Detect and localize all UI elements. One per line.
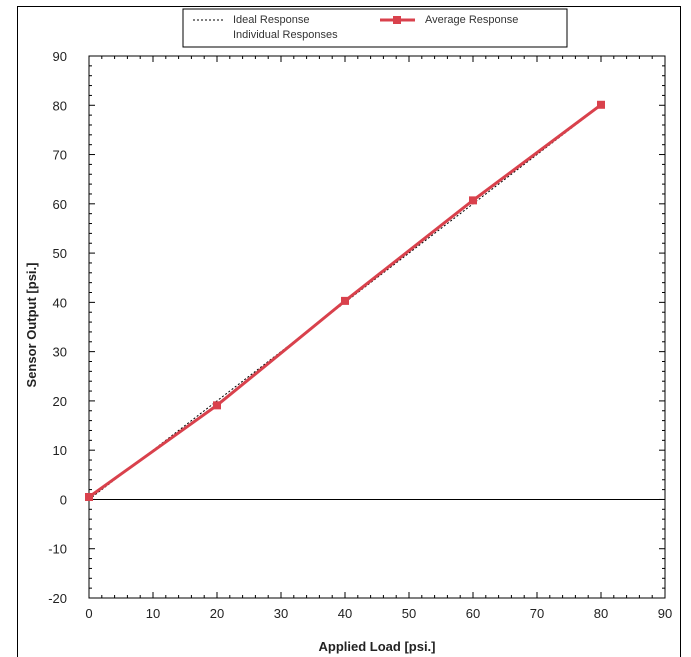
y-axis-title: Sensor Output [psi.] [24,263,39,388]
x-tick-label: 20 [210,606,224,621]
y-tick-label: -20 [48,591,67,606]
legend-ideal-label: Ideal Response [233,14,309,26]
y-tick-label: 90 [53,49,67,64]
x-tick-label: 40 [338,606,352,621]
average-response-marker [341,296,349,305]
x-tick-label: 50 [402,606,416,621]
chart-frame [17,6,681,657]
x-tick-label: 0 [85,606,92,621]
y-tick-label: 60 [53,197,67,212]
plot-area [88,55,666,599]
y-tick-label: 50 [53,246,67,261]
x-tick-label: 70 [530,606,544,621]
average-response-marker [597,100,605,109]
y-tick-label: -10 [48,542,67,557]
legend-individual-label: Individual Responses [233,29,338,41]
legend-box [182,8,568,48]
average-response-marker [469,196,477,205]
x-tick-label: 80 [594,606,608,621]
legend-average-label: Average Response [425,14,518,26]
legend-average-marker [393,16,401,24]
average-response-marker [213,401,221,410]
y-tick-label: 80 [53,98,67,113]
y-tick-label: 30 [53,345,67,360]
y-tick-label: 10 [53,443,67,458]
x-tick-label: 60 [466,606,480,621]
x-tick-label: 10 [146,606,160,621]
x-tick-label: 30 [274,606,288,621]
y-tick-label: 40 [53,295,67,310]
x-axis-title: Applied Load [psi.] [319,639,436,654]
y-tick-label: 0 [60,492,67,507]
average-response-marker [85,492,93,501]
y-tick-label: 70 [53,148,67,163]
y-tick-label: 20 [53,394,67,409]
legend: Ideal Response Individual Responses Aver… [182,8,568,48]
x-tick-label: 90 [658,606,672,621]
